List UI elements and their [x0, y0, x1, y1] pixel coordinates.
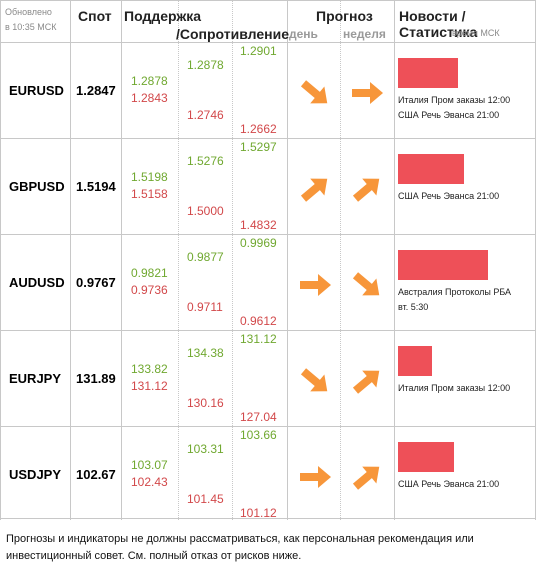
spot-price: 102.67: [76, 467, 116, 482]
news-impact-bar: [398, 442, 454, 472]
forecast-header: Прогноз: [316, 8, 373, 24]
news-impact-bar: [398, 346, 432, 376]
grid-dotted-line: [178, 0, 179, 520]
news-item: Италия Пром заказы 12:00: [398, 383, 511, 393]
support3-green: 1.2901: [240, 44, 277, 58]
spot-header: Спот: [78, 8, 112, 24]
grid-dotted-line: [340, 0, 341, 520]
grid-line: [287, 0, 288, 520]
updated-label: Обновлено: [5, 7, 52, 17]
pair-name: USDJPY: [9, 467, 62, 482]
grid-line: [121, 0, 122, 520]
support1-green: 103.07: [131, 458, 168, 472]
down-right-arrow-icon: [352, 272, 380, 296]
support2-red: 1.2746: [187, 108, 224, 122]
news-time-label: время МСК: [452, 28, 500, 38]
news-item: США Речь Эванса 21:00: [398, 479, 500, 489]
spot-price: 1.2847: [76, 83, 116, 98]
news-item: США Речь Эванса 21:00: [398, 191, 500, 201]
up-right-arrow-icon: [352, 178, 380, 202]
support2-green: 134.38: [187, 346, 224, 360]
pair-name: AUDUSD: [9, 275, 65, 290]
grid-line: [0, 0, 1, 520]
resistance-header: /Сопротивление: [176, 26, 289, 42]
support3-red: 0.9612: [240, 314, 277, 328]
support1-red: 1.2843: [131, 91, 168, 105]
news-item: США Речь Эванса 21:00: [398, 110, 500, 120]
news-impact-bar: [398, 250, 488, 280]
support3-green: 131.12: [240, 332, 277, 346]
updated-time: в 10:35 МСК: [5, 22, 57, 32]
grid-line: [0, 330, 536, 331]
grid-line: [0, 42, 536, 43]
support1-green: 1.5198: [131, 170, 168, 184]
support2-green: 0.9877: [187, 250, 224, 264]
spot-price: 1.5194: [76, 179, 116, 194]
news-item: вт. 5:30: [398, 302, 429, 312]
grid-line: [535, 0, 536, 520]
disclaimer: Прогнозы и индикаторы не должны рассматр…: [6, 533, 474, 562]
support3-green: 1.5297: [240, 140, 277, 154]
support3-green: 103.66: [240, 428, 277, 442]
week-header: неделя: [343, 27, 386, 41]
support1-green: 133.82: [131, 362, 168, 376]
up-right-arrow-icon: [352, 370, 380, 394]
news-item: Италия Пром заказы 12:00: [398, 95, 511, 105]
support3-green: 0.9969: [240, 236, 277, 250]
support1-green: 1.2878: [131, 74, 168, 88]
support3-red: 127.04: [240, 410, 277, 424]
news-impact-bar: [398, 154, 464, 184]
support2-red: 1.5000: [187, 204, 224, 218]
grid-line: [0, 138, 536, 139]
support1-red: 0.9736: [131, 283, 168, 297]
grid-line: [0, 426, 536, 427]
up-right-arrow-icon: [300, 178, 328, 202]
grid-line: [0, 234, 536, 235]
support2-red: 130.16: [187, 396, 224, 410]
pair-name: EURUSD: [9, 83, 64, 98]
support3-red: 101.12: [240, 506, 277, 520]
down-right-arrow-icon: [300, 368, 328, 392]
support1-red: 1.5158: [131, 187, 168, 201]
spot-price: 131.89: [76, 371, 116, 386]
right-arrow-icon: [352, 82, 383, 104]
support2-red: 101.45: [187, 492, 224, 506]
support2-green: 103.31: [187, 442, 224, 456]
pair-name: EURJPY: [9, 371, 62, 386]
day-header: день: [289, 27, 318, 41]
support-header: Поддержка: [124, 8, 202, 24]
pair-name: GBPUSD: [9, 179, 65, 194]
grid-line: [0, 0, 536, 1]
support1-green: 0.9821: [131, 266, 168, 280]
right-arrow-icon: [300, 466, 331, 488]
support2-red: 0.9711: [187, 300, 223, 314]
support2-green: 1.5276: [187, 154, 224, 168]
grid-line: [394, 0, 395, 520]
grid-line: [70, 0, 71, 520]
grid-dotted-line: [232, 0, 233, 520]
grid-line: [0, 518, 536, 519]
news-impact-bar: [398, 58, 458, 88]
support3-red: 1.4832: [240, 218, 277, 232]
spot-price: 0.9767: [76, 275, 116, 290]
support1-red: 131.12: [131, 379, 168, 393]
forecast-table: Обновлено в 10:35 МСК Спот Поддержка /Со…: [0, 0, 536, 520]
down-right-arrow-icon: [300, 80, 328, 104]
support3-red: 1.2662: [240, 122, 277, 136]
up-right-arrow-icon: [352, 466, 380, 490]
news-header: Новости / Статистика: [399, 8, 478, 40]
right-arrow-icon: [300, 274, 331, 296]
support2-green: 1.2878: [187, 58, 224, 72]
support1-red: 102.43: [131, 475, 168, 489]
news-item: Австралия Протоколы РБА: [398, 287, 512, 297]
